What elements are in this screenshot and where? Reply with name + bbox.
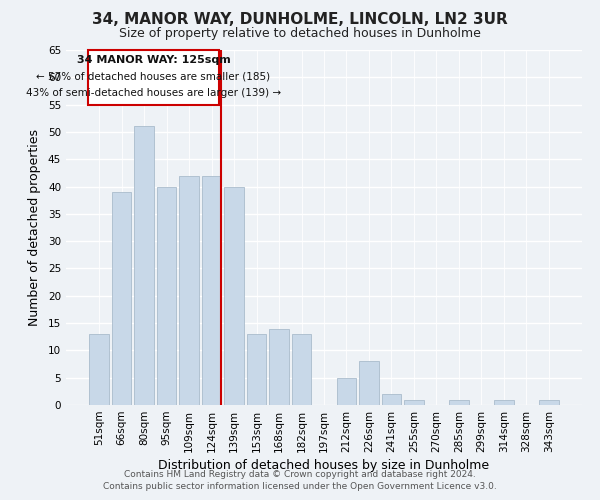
Bar bbox=[247, 334, 266, 405]
Bar bbox=[112, 192, 131, 405]
Text: ← 57% of detached houses are smaller (185): ← 57% of detached houses are smaller (18… bbox=[37, 72, 271, 82]
Y-axis label: Number of detached properties: Number of detached properties bbox=[28, 129, 41, 326]
Bar bbox=[539, 400, 559, 405]
Text: Contains HM Land Registry data © Crown copyright and database right 2024.: Contains HM Land Registry data © Crown c… bbox=[124, 470, 476, 479]
Bar bbox=[359, 362, 379, 405]
Text: 43% of semi-detached houses are larger (139) →: 43% of semi-detached houses are larger (… bbox=[26, 88, 281, 98]
Bar bbox=[134, 126, 154, 405]
Bar bbox=[337, 378, 356, 405]
Text: Size of property relative to detached houses in Dunholme: Size of property relative to detached ho… bbox=[119, 28, 481, 40]
Bar bbox=[449, 400, 469, 405]
Bar bbox=[382, 394, 401, 405]
Bar bbox=[404, 400, 424, 405]
Bar bbox=[224, 186, 244, 405]
Bar bbox=[269, 328, 289, 405]
Bar bbox=[88, 50, 219, 104]
Bar bbox=[89, 334, 109, 405]
Bar bbox=[494, 400, 514, 405]
Bar bbox=[292, 334, 311, 405]
Text: 34, MANOR WAY, DUNHOLME, LINCOLN, LN2 3UR: 34, MANOR WAY, DUNHOLME, LINCOLN, LN2 3U… bbox=[92, 12, 508, 28]
Bar bbox=[157, 186, 176, 405]
Text: Contains public sector information licensed under the Open Government Licence v3: Contains public sector information licen… bbox=[103, 482, 497, 491]
X-axis label: Distribution of detached houses by size in Dunholme: Distribution of detached houses by size … bbox=[158, 459, 490, 472]
Text: 34 MANOR WAY: 125sqm: 34 MANOR WAY: 125sqm bbox=[77, 56, 230, 66]
Bar bbox=[179, 176, 199, 405]
Bar bbox=[202, 176, 221, 405]
